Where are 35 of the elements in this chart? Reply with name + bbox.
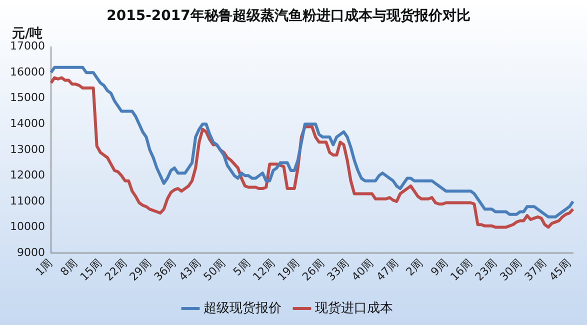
y-tick-label: 17000: [10, 40, 45, 53]
x-tick-label: 26周: [300, 256, 327, 284]
x-tick-label: 37周: [522, 256, 549, 284]
x-tick-label: 8周: [58, 256, 80, 279]
legend-label: 现货进口成本: [315, 300, 393, 316]
chart-title: 2015-2017年秘鲁超级蒸汽鱼粉进口成本与现货报价对比: [106, 8, 470, 24]
y-tick-label: 16000: [10, 65, 45, 78]
x-tick-label: 15周: [78, 256, 105, 284]
x-tick-label: 19周: [275, 256, 302, 284]
y-tick-label: 10000: [10, 220, 45, 234]
x-tick-label: 12周: [250, 256, 278, 284]
x-tick-label: 47周: [374, 256, 401, 284]
x-tick-label: 43周: [176, 256, 204, 284]
x-tick-label: 30周: [497, 256, 524, 284]
x-tick-label: 23周: [472, 256, 500, 284]
x-tick-label: 22周: [102, 256, 130, 284]
y-tick-label: 15000: [10, 91, 45, 104]
x-tick-label: 33周: [324, 256, 352, 284]
x-tick-label: 9周: [428, 256, 450, 279]
x-tick-label: 2周: [404, 256, 426, 279]
x-tick-label: 50周: [201, 256, 228, 284]
x-tick-label: 5周: [230, 256, 253, 279]
y-tick-label: 9000: [16, 246, 45, 259]
x-tick-label: 16周: [448, 256, 475, 284]
y-tick-label: 11000: [10, 194, 45, 208]
y-tick-label: 13000: [10, 142, 45, 156]
x-tick-label: 1周: [33, 256, 56, 279]
x-tick-label: 45周: [546, 256, 574, 284]
y-tick-label: 12000: [10, 168, 45, 182]
x-tick-label: 36周: [152, 256, 179, 284]
x-tick-label: 29周: [127, 256, 154, 284]
x-tick-label: 40周: [349, 256, 376, 284]
y-axis-title: 元/吨: [11, 26, 43, 42]
y-tick-label: 14000: [10, 116, 45, 130]
legend-label: 超级现货报价: [204, 300, 282, 316]
